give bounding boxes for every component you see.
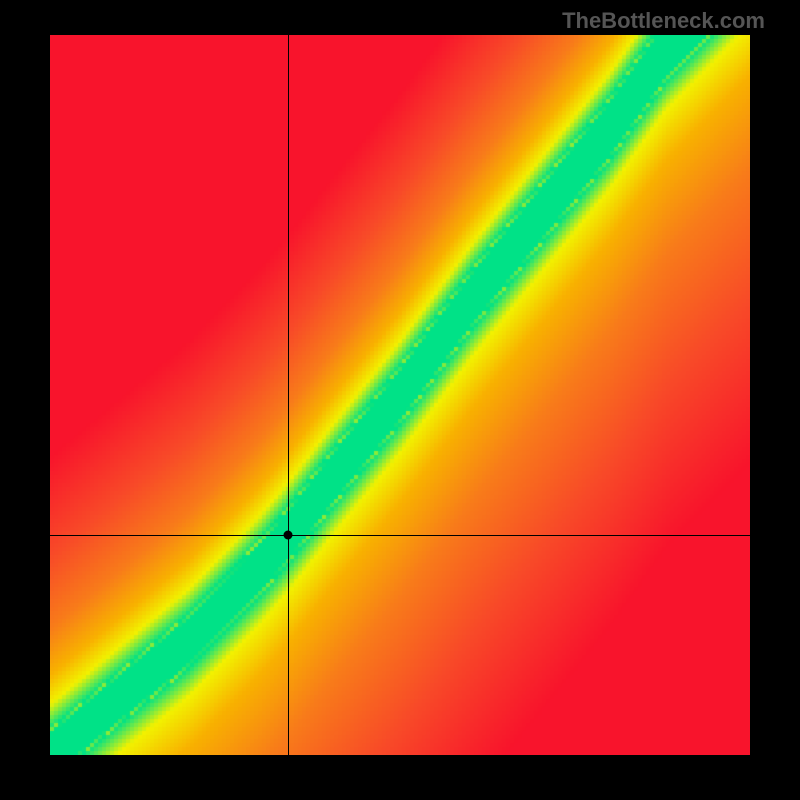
watermark-text: TheBottleneck.com: [562, 8, 765, 34]
crosshair-vertical: [288, 35, 289, 755]
crosshair-horizontal: [50, 535, 750, 536]
heatmap-canvas: [50, 35, 750, 755]
crosshair-marker: [284, 531, 293, 540]
bottleneck-heatmap: [50, 35, 750, 755]
